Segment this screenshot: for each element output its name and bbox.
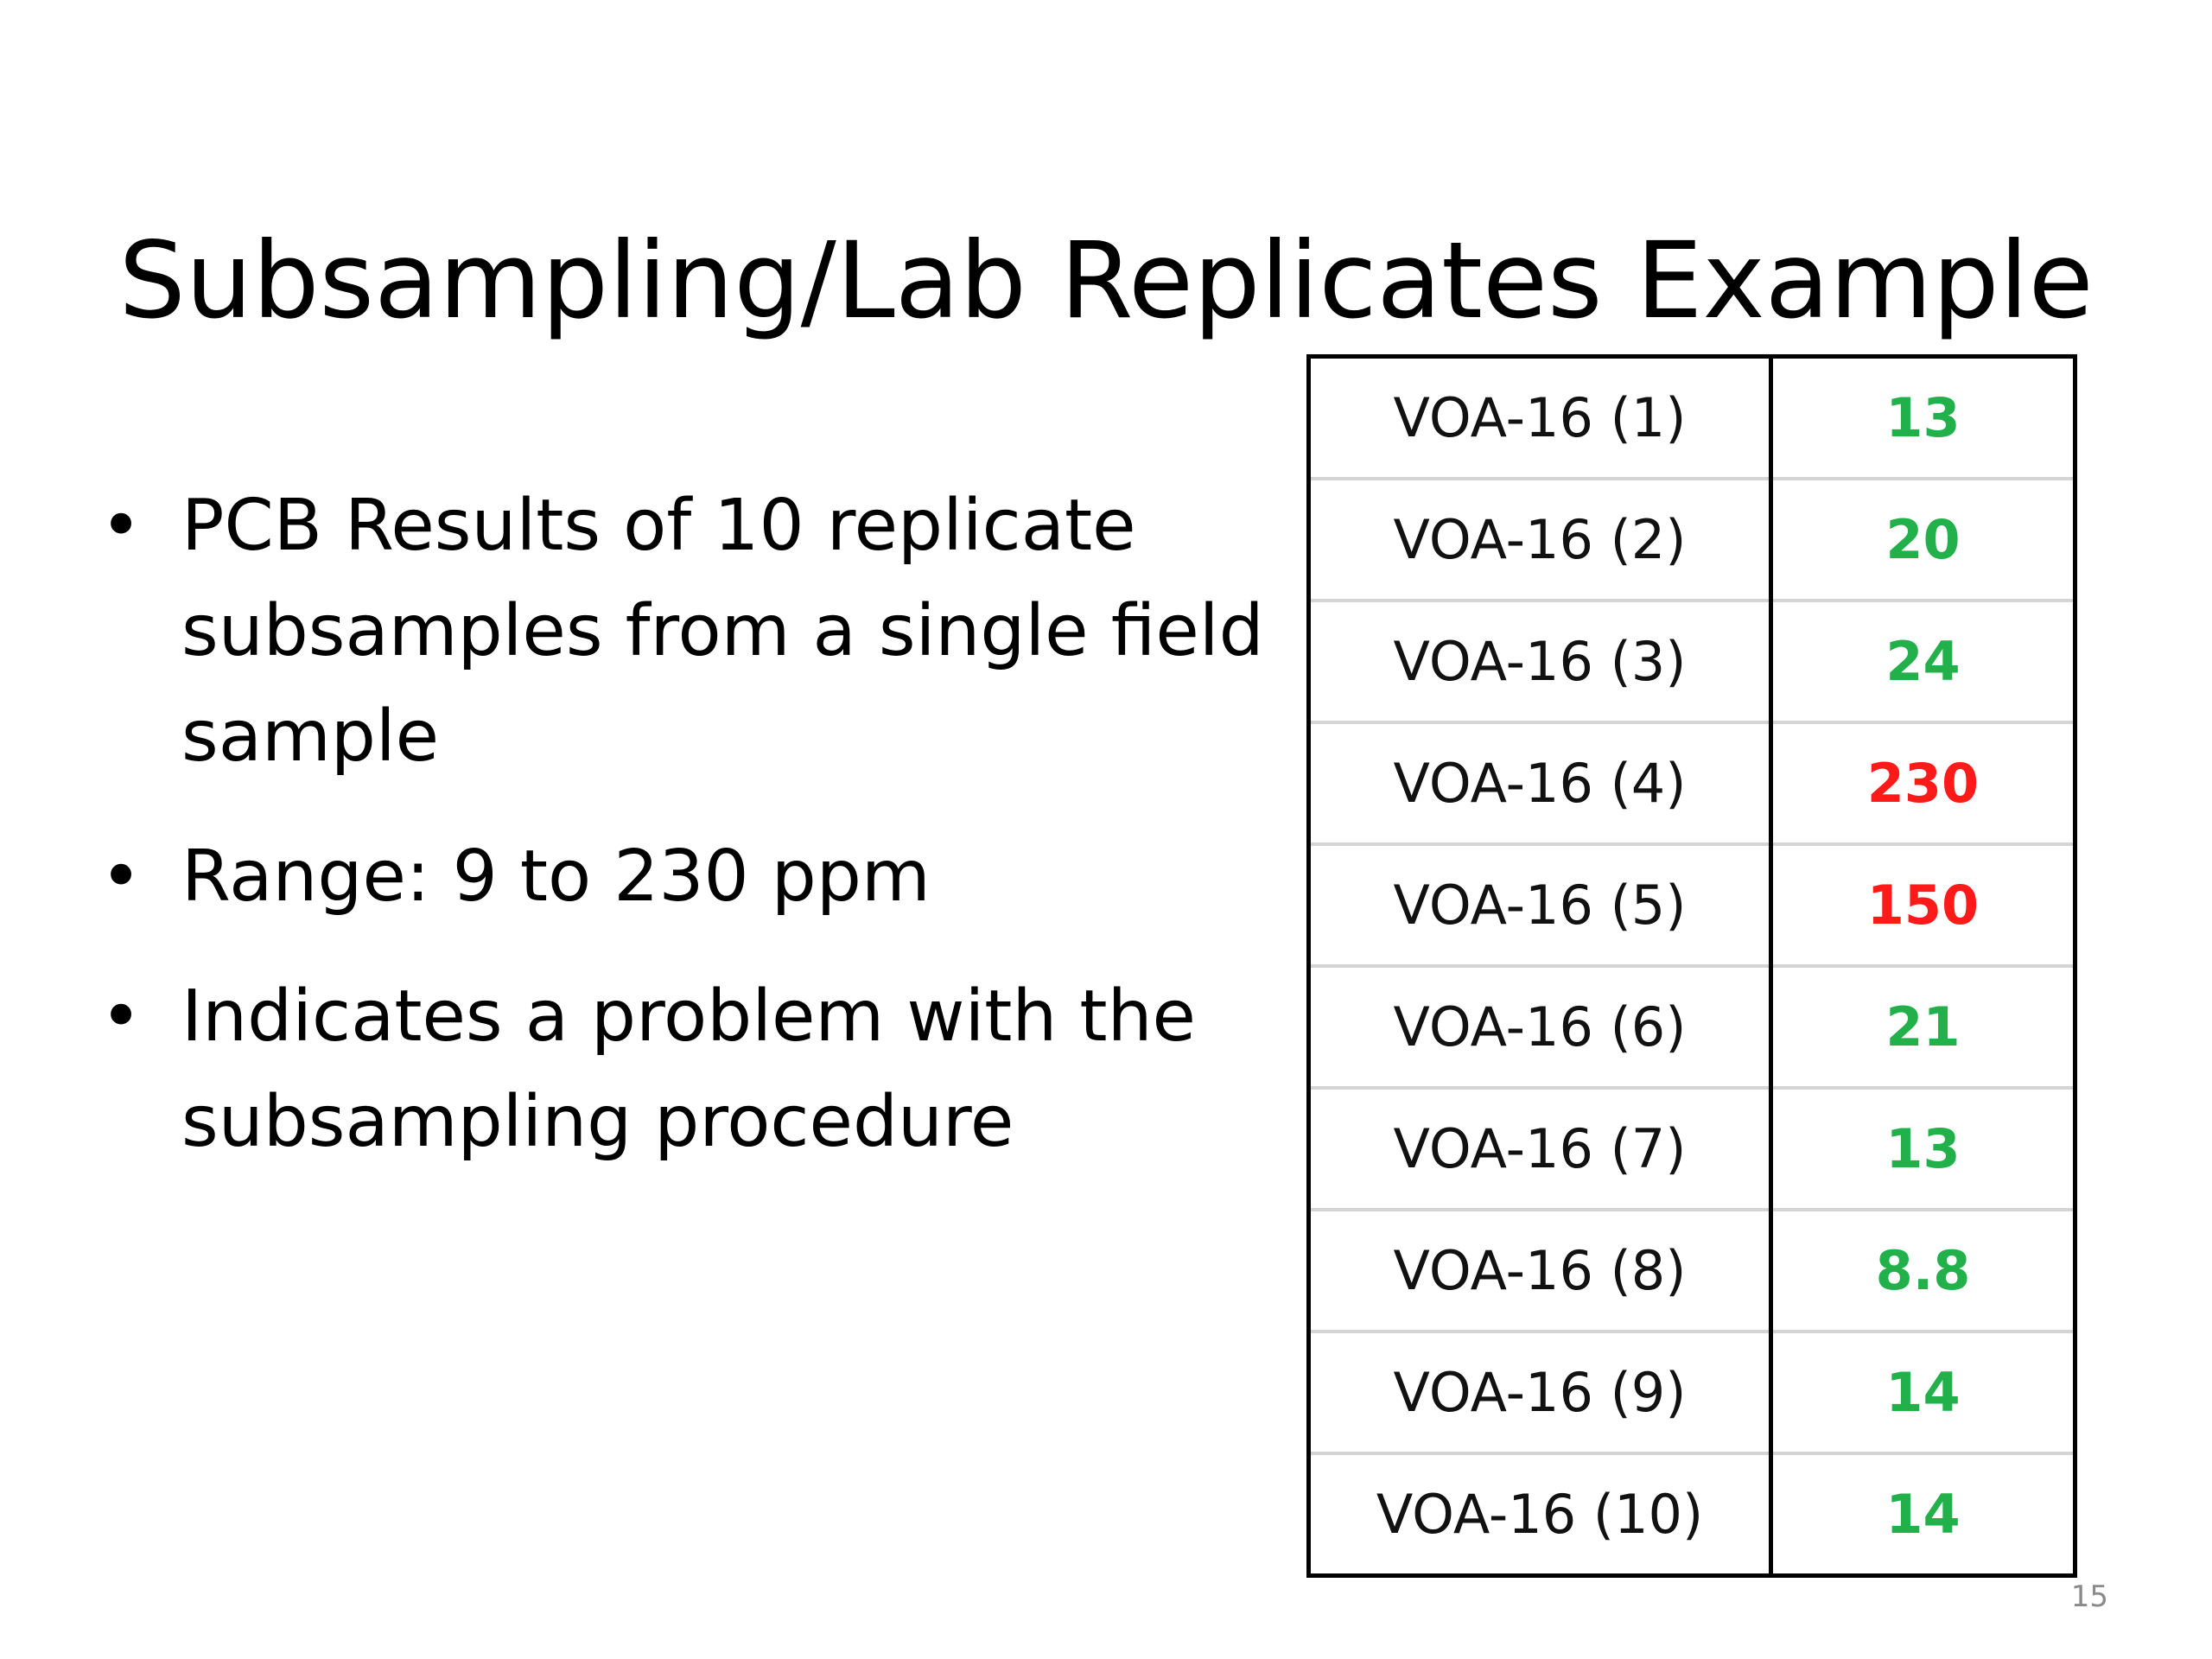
bullet-text: Range: 9 to 230 ppm <box>181 836 931 918</box>
pcb-value-cell: 13 <box>1770 1088 2075 1211</box>
sample-id-cell: VOA-16 (1) <box>1308 356 1773 480</box>
table-row: VOA-16 (4) 230 <box>1308 722 2075 846</box>
bullet-text: PCB Results of 10 replicate subsamples f… <box>181 485 1264 778</box>
bullet-item: • Indicates a problem with the subsampli… <box>95 964 1279 1175</box>
bullet-marker: • <box>99 836 143 918</box>
pcb-value-cell: 14 <box>1885 1483 1961 1546</box>
table-row: VOA-16 (10) 14 <box>1308 1453 2075 1576</box>
bullet-marker: • <box>99 976 143 1058</box>
bullet-item: • PCB Results of 10 replicate subsamples… <box>95 474 1279 790</box>
pcb-value-cell: 230 <box>1770 722 2075 846</box>
sample-id-cell: VOA-16 (2) <box>1308 479 1773 602</box>
sample-id-cell: VOA-16 (7) <box>1308 1088 1773 1211</box>
bullet-item: • Range: 9 to 230 ppm <box>95 824 1279 930</box>
replicates-table: VOA-16 (1) 13 VOA-16 (2) 20 VOA-16 (3) 2… <box>1306 354 2077 1578</box>
sample-id-cell: VOA-16 (10) <box>1308 1453 1773 1576</box>
table-row: VOA-16 (2) 20 <box>1308 479 2075 602</box>
table-row: VOA-16 (5) 150 <box>1308 844 2075 968</box>
sample-id-cell: VOA-16 (8) <box>1308 1210 1773 1333</box>
bullet-text: Indicates a problem with the subsampling… <box>181 976 1196 1163</box>
pcb-value-cell: 150 <box>1770 844 2075 968</box>
pcb-value-cell: 24 <box>1770 601 2075 724</box>
page-number: 15 <box>2070 1580 2108 1614</box>
sample-id-cell: VOA-16 (9) <box>1308 1332 1773 1455</box>
table-row: VOA-16 (1) 13 <box>1308 356 2075 480</box>
pcb-value-cell: 21 <box>1770 966 2075 1090</box>
sample-id-cell: VOA-16 (3) <box>1308 601 1773 724</box>
table-row: VOA-16 (9) 14 <box>1308 1332 2075 1455</box>
bullet-marker: • <box>99 485 143 567</box>
pcb-value-cell: 14 <box>1770 1332 2075 1455</box>
table-row: VOA-16 (3) 24 <box>1308 601 2075 724</box>
pcb-value-cell: 8.8 <box>1770 1210 2075 1333</box>
sample-id-cell: VOA-16 (6) <box>1308 966 1773 1090</box>
table-row: VOA-16 (8) 8.8 <box>1308 1210 2075 1333</box>
table-row: VOA-16 (6) 21 <box>1308 966 2075 1090</box>
table-row: VOA-16 (7) 13 <box>1308 1088 2075 1211</box>
pcb-value-cell: 20 <box>1770 479 2075 602</box>
pcb-value-cell: 13 <box>1770 356 2075 480</box>
sample-id-cell: VOA-16 (4) <box>1308 722 1773 846</box>
bullet-list: • PCB Results of 10 replicate subsamples… <box>95 474 1279 1210</box>
sample-id-cell: VOA-16 (5) <box>1308 844 1773 968</box>
slide-title: Subsampling/Lab Replicates Example <box>118 219 2094 342</box>
